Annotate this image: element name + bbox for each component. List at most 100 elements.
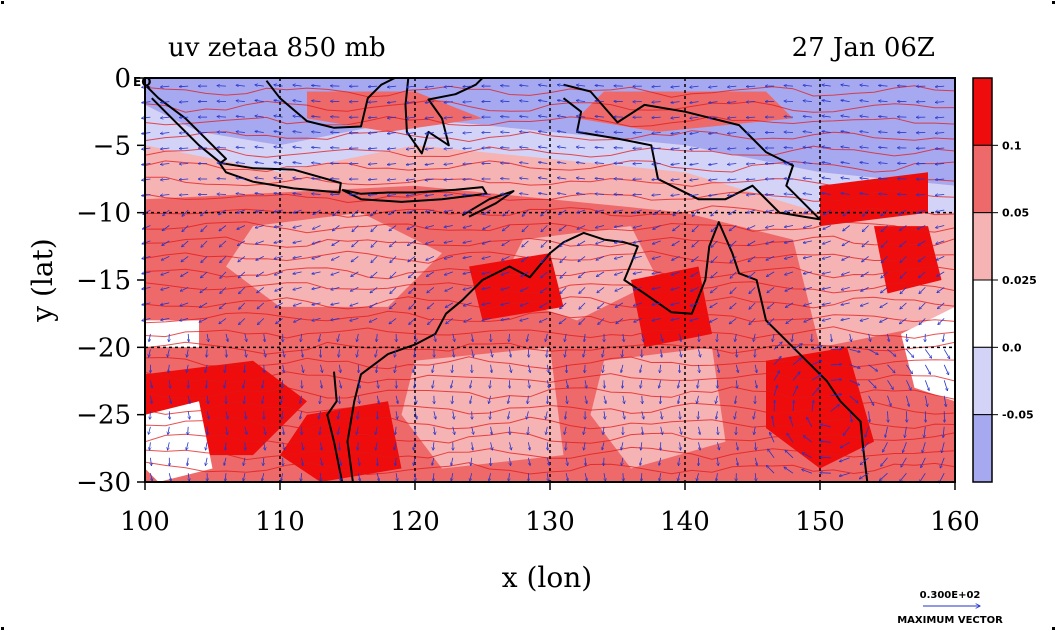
wind-vector-390 xyxy=(201,225,208,232)
wind-vector-621 xyxy=(501,302,510,305)
wind-vector-296 xyxy=(860,178,869,179)
wind-vector-580 xyxy=(540,287,548,293)
wind-vector-416 xyxy=(692,225,699,232)
wind-vector-1013 xyxy=(602,442,605,450)
wind-vector-1030 xyxy=(922,442,926,453)
wind-vector-456 xyxy=(633,240,642,243)
wind-vector-573 xyxy=(409,287,416,293)
wind-vector-523 xyxy=(274,271,283,275)
wind-vector-1097 xyxy=(566,473,568,481)
wind-vector-128 xyxy=(935,117,945,118)
wind-vector-763 xyxy=(755,349,756,357)
wind-vector-330 xyxy=(690,195,699,196)
wind-vector-867 xyxy=(281,395,284,404)
wind-vector-692 xyxy=(225,333,228,342)
wind-vector-1110 xyxy=(802,469,813,474)
wind-vector-245 xyxy=(709,164,718,165)
wind-vector-497 xyxy=(596,256,605,260)
wind-vector-355 xyxy=(352,209,359,216)
wind-vector-1 xyxy=(160,86,170,87)
wind-vector-929 xyxy=(641,411,644,419)
wind-vector-733 xyxy=(187,349,189,357)
wind-vector-589 xyxy=(710,287,718,293)
wind-vector-739 xyxy=(302,349,303,357)
wind-vector-619 xyxy=(463,302,472,306)
wind-vector-813 xyxy=(887,364,896,373)
wind-vector-1001 xyxy=(376,442,378,450)
title-left: uv zetaa 850 mb xyxy=(168,33,386,63)
wind-vector-285 xyxy=(652,179,661,180)
wind-vector-1102 xyxy=(659,473,660,481)
wind-vector-902 xyxy=(943,395,946,407)
wind-vector-760 xyxy=(698,349,701,357)
wind-vector-56 xyxy=(387,102,397,103)
wind-vector-657 xyxy=(369,318,378,322)
wind-vector-302 xyxy=(160,195,170,196)
wind-vector-711 xyxy=(584,333,585,342)
wind-vector-1113 xyxy=(859,472,869,479)
wind-vector-708 xyxy=(527,333,529,342)
wind-vector-781 xyxy=(283,364,284,373)
wind-vector-1100 xyxy=(623,473,624,481)
wind-vector-853 xyxy=(830,380,842,381)
wind-vector-550 xyxy=(785,271,794,275)
wind-vector-58 xyxy=(425,102,434,103)
wind-vector-314 xyxy=(387,195,397,196)
wind-vector-465 xyxy=(803,240,812,243)
wind-vector-1096 xyxy=(547,473,548,481)
wind-vector-38 xyxy=(860,85,869,86)
wind-vector-759 xyxy=(680,349,682,357)
wind-vector-207 xyxy=(803,147,812,148)
wind-vector-943 xyxy=(906,411,907,422)
wind-vector-957 xyxy=(356,426,359,435)
wind-vector-165 xyxy=(822,131,831,132)
wind-vector-174 xyxy=(179,148,189,149)
wind-vector-452 xyxy=(560,240,567,247)
contour-line-21 xyxy=(145,401,955,415)
wind-vector-332 xyxy=(727,195,737,196)
wind-vector-933 xyxy=(716,411,717,419)
wind-vector-668 xyxy=(579,318,586,324)
wind-vector-855 xyxy=(868,380,877,388)
wind-vector-525 xyxy=(312,271,321,274)
wind-vector-734 xyxy=(207,349,208,357)
wind-vector-331 xyxy=(709,195,718,196)
wind-vector-66 xyxy=(576,100,586,101)
wind-vector-530 xyxy=(408,271,416,278)
wind-vector-832 xyxy=(432,380,434,388)
wind-vector-715 xyxy=(660,333,663,342)
y-tick-label-30: −30 xyxy=(76,468,131,498)
wind-vector-950 xyxy=(226,426,227,435)
wind-vector-27 xyxy=(652,86,661,87)
wind-vector-379 xyxy=(804,209,813,213)
wind-vector-792 xyxy=(491,364,492,373)
wind-vector-951 xyxy=(244,426,247,435)
wind-vector-839 xyxy=(565,380,568,388)
wind-vector-917 xyxy=(414,411,417,419)
wind-vector-998 xyxy=(321,442,322,450)
wind-vector-628 xyxy=(633,302,642,306)
shade-region-4 xyxy=(401,347,564,469)
wind-vector-958 xyxy=(376,426,378,435)
wind-vector-200 xyxy=(671,148,680,149)
wind-vector-1045 xyxy=(395,457,396,466)
wind-vector-1081 xyxy=(262,473,265,481)
wind-vector-12 xyxy=(368,86,378,87)
wind-vector-976 xyxy=(717,426,718,435)
wind-vector-415 xyxy=(673,225,680,231)
wind-vector-257 xyxy=(935,164,945,165)
wind-vector-773 xyxy=(943,349,950,358)
corner-mark xyxy=(1052,1,1055,4)
wind-vector-204 xyxy=(746,148,756,149)
wind-vector-151 xyxy=(557,131,567,132)
wind-vector-354 xyxy=(333,209,340,216)
wind-vector-188 xyxy=(444,148,453,149)
wind-vector-755 xyxy=(602,349,604,357)
wind-vector-931 xyxy=(680,411,681,419)
wind-vector-581 xyxy=(560,287,567,293)
wind-vector-912 xyxy=(319,411,321,419)
wind-vector-854 xyxy=(849,379,860,385)
wind-vector-1043 xyxy=(358,457,359,466)
wind-vector-570 xyxy=(350,287,359,291)
wind-vector-1077 xyxy=(188,473,189,481)
